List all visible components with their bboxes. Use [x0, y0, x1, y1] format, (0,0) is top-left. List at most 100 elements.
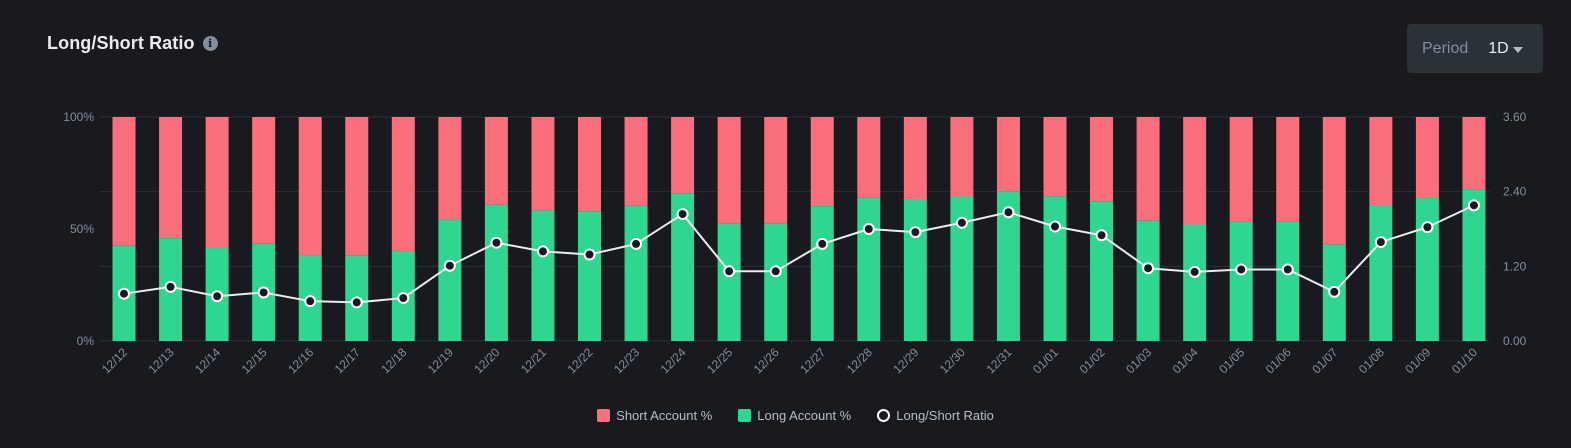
ratio-point	[1049, 220, 1061, 233]
short-bar	[717, 117, 741, 224]
x-tick-label: 12/29	[890, 345, 921, 376]
y-left-tick-label: 50%	[70, 222, 94, 236]
y-left-tick-label: 0%	[77, 334, 95, 348]
x-tick-label: 12/23	[611, 345, 642, 376]
long-bar	[950, 196, 974, 341]
long-bar	[996, 191, 1020, 341]
x-tick-label: 01/02	[1077, 345, 1108, 376]
period-value: 1D	[1488, 39, 1509, 57]
x-tick-label: 12/14	[192, 345, 223, 376]
short-bar	[1229, 117, 1253, 222]
short-bar	[438, 117, 462, 220]
short-bar	[1090, 117, 1114, 202]
x-tick-label: 12/18	[378, 345, 409, 376]
ratio-point	[1421, 221, 1434, 234]
legend-ratio-label: Long/Short Ratio	[896, 408, 994, 423]
short-bar	[1322, 117, 1346, 245]
long-bar	[438, 219, 462, 341]
x-tick-label: 12/15	[239, 345, 270, 376]
ratio-point	[1328, 285, 1341, 298]
info-icon[interactable]: i	[202, 36, 218, 51]
y-right-tick-label: 2.40	[1503, 185, 1527, 199]
x-tick-label: 01/03	[1123, 345, 1154, 376]
ratio-point	[769, 265, 782, 278]
ratio-point	[257, 286, 270, 299]
x-tick-label: 12/21	[518, 345, 549, 376]
ratio-point	[490, 236, 503, 249]
long-bar	[857, 197, 881, 341]
short-bar	[484, 117, 508, 205]
chart-header: Long/Short Ratio i	[47, 33, 218, 54]
ratio-point	[1374, 236, 1387, 249]
long-bar	[1229, 221, 1253, 341]
ratio-point	[1002, 206, 1015, 219]
ratio-point	[723, 265, 736, 278]
ratio-point	[397, 292, 410, 305]
long-bar	[1415, 198, 1439, 341]
period-dropdown[interactable]: 1D	[1488, 39, 1523, 58]
ratio-point	[118, 287, 130, 300]
x-tick-label: 12/22	[564, 345, 595, 376]
short-bar	[298, 117, 322, 256]
short-bar	[391, 117, 415, 251]
legend-item-short[interactable]: Short Account %	[597, 408, 712, 423]
long-bar	[484, 204, 508, 341]
ratio-point	[443, 259, 456, 272]
short-bar	[1369, 117, 1393, 206]
x-tick-label: 01/01	[1030, 345, 1061, 376]
legend-item-ratio[interactable]: Long/Short Ratio	[877, 408, 994, 423]
long-short-chart: 3.60 2.40 1.20 0.00 100% 50% 0% 12/12 12/13 12/14…	[63, 110, 1527, 376]
x-tick-label: 12/12	[99, 345, 130, 376]
long-bar	[531, 210, 555, 341]
short-bar	[531, 117, 555, 211]
ratio-point	[1095, 229, 1108, 242]
long-bar	[1090, 201, 1114, 341]
period-selector[interactable]: Period 1D	[1407, 24, 1543, 73]
y-right-tick-label: 1.20	[1503, 259, 1527, 273]
short-bar	[1043, 117, 1067, 197]
ratio-point	[630, 237, 643, 250]
short-bar	[671, 117, 695, 194]
long-bar	[671, 193, 695, 341]
short-bar	[810, 117, 834, 207]
ratio-point	[909, 226, 922, 239]
short-swatch	[597, 409, 611, 422]
ratio-point	[1235, 263, 1248, 276]
long-bar	[1369, 205, 1393, 341]
long-swatch	[738, 409, 752, 422]
x-tick-label: 01/06	[1263, 345, 1294, 376]
long-bar	[810, 206, 834, 341]
x-tick-label: 12/19	[425, 345, 456, 376]
short-bar	[624, 117, 648, 206]
short-bar	[1276, 117, 1300, 222]
ratio-point	[1142, 262, 1155, 275]
x-tick-label: 12/13	[146, 345, 177, 376]
long-bar	[903, 198, 927, 341]
ratio-line	[123, 204, 1475, 304]
x-tick-label: 12/26	[751, 345, 782, 376]
short-bar	[1136, 117, 1160, 221]
ratio-point	[536, 245, 549, 258]
ratio-point	[1188, 265, 1201, 278]
ratio-point	[862, 223, 875, 235]
x-tick-label: 01/07	[1309, 345, 1340, 376]
ratio-point	[816, 237, 829, 250]
short-bar	[252, 117, 276, 244]
x-tick-label: 12/31	[983, 345, 1014, 376]
ratio-point	[955, 216, 968, 229]
x-tick-label: 01/10	[1449, 345, 1480, 376]
x-tick-label: 01/09	[1402, 345, 1433, 376]
y-left-tick-label: 100%	[63, 110, 94, 124]
ratio-point	[583, 248, 596, 261]
legend-short-label: Short Account %	[616, 408, 713, 423]
long-bar	[764, 223, 788, 341]
short-bar	[764, 117, 788, 224]
long-bar	[624, 205, 648, 341]
x-tick-label: 12/24	[658, 345, 689, 376]
long-bar	[1276, 221, 1300, 341]
short-bar	[950, 117, 974, 197]
ratio-point	[1467, 199, 1480, 212]
ratio-point	[1281, 263, 1294, 276]
x-tick-label: 01/08	[1356, 345, 1387, 376]
legend-item-long[interactable]: Long Account %	[738, 408, 851, 423]
